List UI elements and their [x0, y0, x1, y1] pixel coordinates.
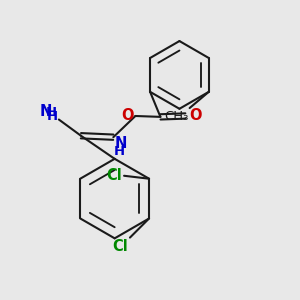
Text: H: H	[114, 145, 125, 158]
Text: N: N	[40, 103, 52, 118]
Text: N: N	[114, 136, 127, 151]
Text: O: O	[189, 109, 202, 124]
Text: CH₃: CH₃	[164, 110, 188, 122]
Text: H: H	[47, 110, 58, 123]
Text: Cl: Cl	[113, 239, 128, 254]
Text: O: O	[122, 108, 134, 123]
Text: Cl: Cl	[106, 168, 122, 183]
Text: H: H	[45, 106, 56, 118]
